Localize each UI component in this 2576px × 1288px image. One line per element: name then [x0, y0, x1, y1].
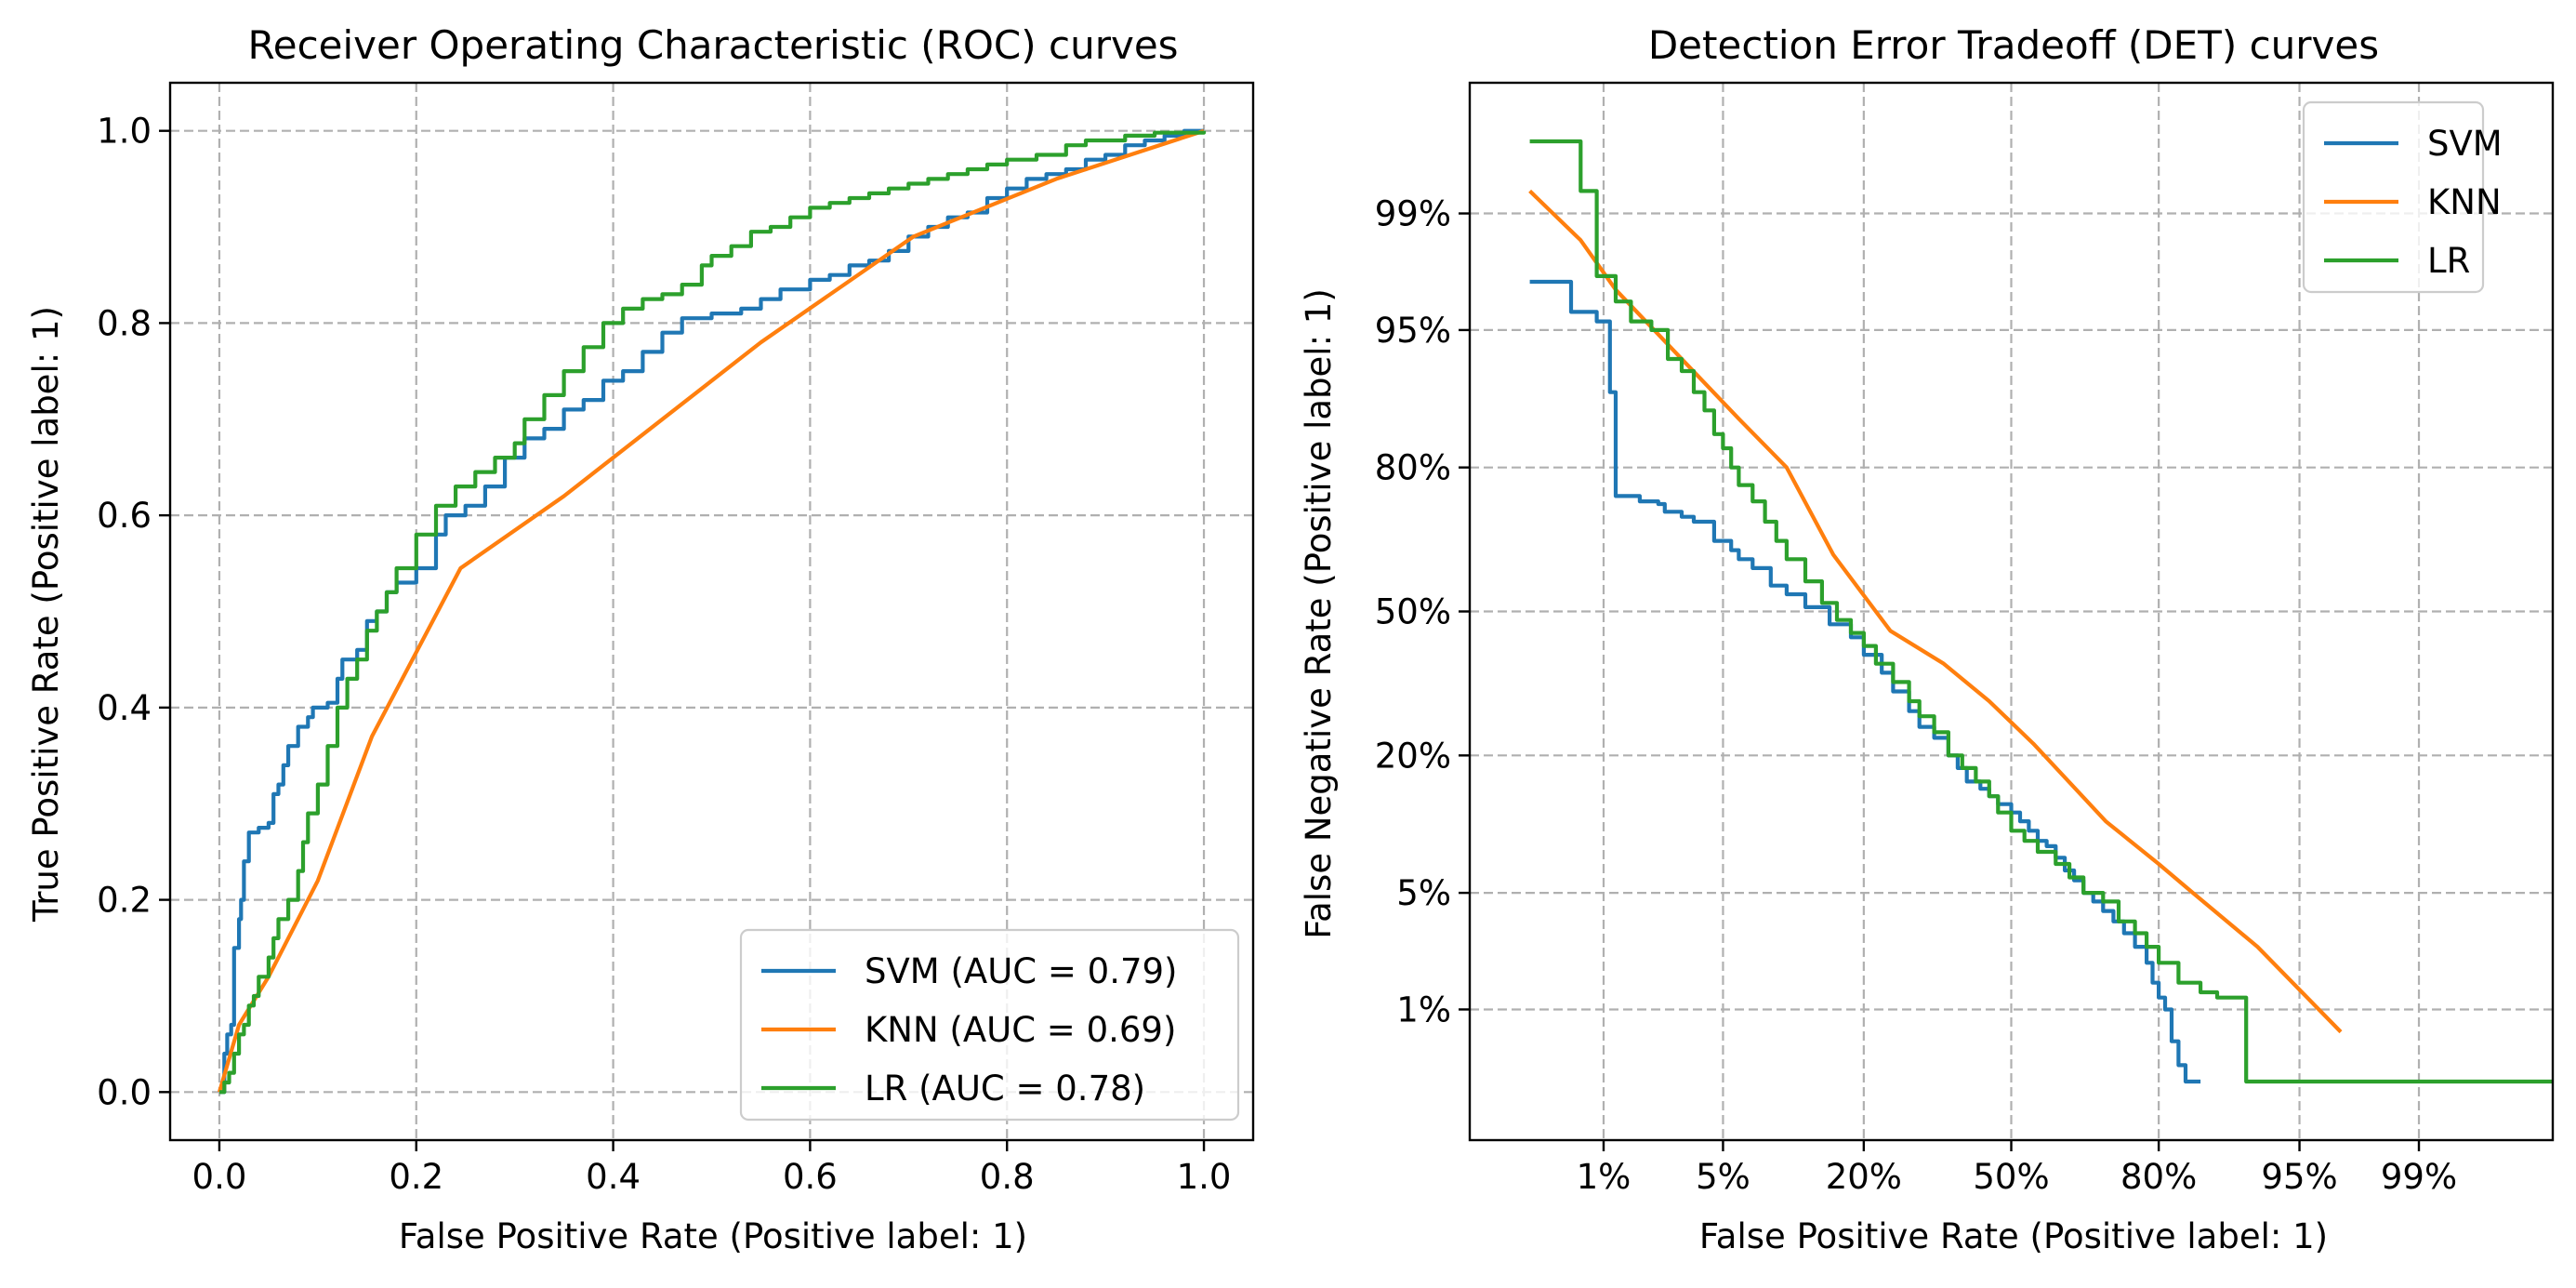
det-legend-label-lr: LR [2427, 241, 2470, 281]
roc-x-tick-label: 0.2 [389, 1157, 443, 1197]
roc-legend-box [739, 928, 1240, 1122]
det-series-lr-line [1529, 139, 2553, 1084]
roc-legend-label-knn: KNN (AUC = 0.69) [865, 1010, 1176, 1050]
det-x-tick-label: 1% [1577, 1157, 1631, 1197]
det-legend-label-svm: SVM [2427, 124, 2503, 164]
roc-y-tick-label: 0.8 [97, 303, 152, 343]
roc-curves [217, 128, 1207, 1095]
det-y-tick-label: 80% [1375, 448, 1451, 488]
det-curves [1528, 139, 2553, 1084]
roc-x-axis-label: False Positive Rate (Positive label: 1) [399, 1216, 1027, 1256]
roc-y-tick-label: 0.4 [97, 688, 152, 728]
roc-x-tick-label: 0.6 [783, 1157, 838, 1197]
det-y-tick-label: 1% [1396, 989, 1451, 1029]
det-series-knn-line [1528, 189, 2343, 1034]
roc-plot-frame [168, 81, 1255, 1142]
roc-x-tick-label: 0.4 [586, 1157, 641, 1197]
roc-ticks: 0.0 0.2 0.4 0.6 0.8 1.0 0.0 0.2 0.4 0.6 0.8 1.0 [97, 112, 1231, 1197]
det-y-tick-label: 95% [1375, 311, 1451, 351]
roc-legend-label-svm: SVM (AUC = 0.79) [865, 951, 1178, 991]
det-chart-title: Detection Error Tradeoff (DET) curves [1648, 22, 2379, 68]
det-series-svm-line [1529, 279, 2201, 1084]
det-y-tick-label: 99% [1375, 194, 1451, 234]
det-x-tick-label: 5% [1696, 1157, 1750, 1197]
roc-x-tick-label: 0.8 [980, 1157, 1035, 1197]
det-ticks: 1% 5% 20% 50% 80% 95% 99% 1% 5% 20% 50% 80% 95% 99% [1375, 194, 2457, 1197]
roc-y-tick-label: 1.0 [97, 112, 152, 152]
roc-chart-title: Receiver Operating Characteristic (ROC) … [247, 22, 1178, 68]
roc-y-axis-label: True Positive Rate (Positive label: 1) [26, 306, 66, 923]
roc-y-tick-label: 0.6 [97, 496, 152, 536]
det-x-axis-label: False Positive Rate (Positive label: 1) [1699, 1216, 2328, 1256]
det-chart: Detection Error Tradeoff (DET) curves Fa… [1299, 22, 2555, 1256]
roc-x-tick-label: 0.0 [192, 1157, 247, 1197]
roc-y-tick-label: 0.0 [97, 1072, 152, 1112]
det-y-axis-label: False Negative Rate (Positive label: 1) [1299, 288, 1339, 939]
roc-chart: Receiver Operating Characteristic (ROC) … [26, 22, 1255, 1256]
roc-legend: SVM (AUC = 0.79) KNN (AUC = 0.69) LR (AUC … [739, 928, 1240, 1122]
roc-series-lr-line [219, 130, 1207, 1095]
roc-x-tick-label: 1.0 [1177, 1157, 1232, 1197]
det-x-tick-label: 50% [1973, 1157, 2049, 1197]
det-x-tick-label: 95% [2261, 1157, 2337, 1197]
roc-y-tick-label: 0.2 [97, 881, 152, 921]
roc-legend-label-lr: LR (AUC = 0.78) [865, 1069, 1145, 1109]
det-x-tick-label: 80% [2120, 1157, 2197, 1197]
det-x-tick-label: 20% [1826, 1157, 1902, 1197]
det-y-tick-label: 5% [1396, 873, 1451, 913]
det-y-tick-label: 50% [1375, 592, 1451, 632]
det-x-tick-label: 99% [2381, 1157, 2457, 1197]
det-legend-box [2302, 100, 2485, 294]
det-legend-label-knn: KNN [2427, 182, 2502, 222]
det-y-tick-label: 20% [1375, 736, 1451, 776]
det-legend: SVM KNN LR [2302, 100, 2503, 294]
roc-series-knn-line [217, 128, 1205, 1093]
